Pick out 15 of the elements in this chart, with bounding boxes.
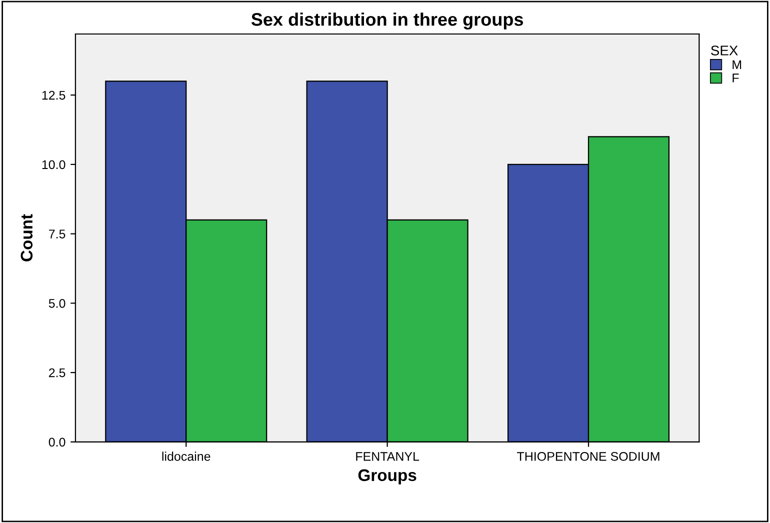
legend-title: SEX [711, 46, 738, 56]
x-tick-label: lidocaine [162, 452, 210, 461]
legend-label: M [732, 60, 742, 69]
y-tick-label: 10.0 [42, 160, 66, 170]
y-tick-label: 2.5 [48, 368, 66, 378]
y-axis-title: Count [20, 214, 33, 262]
y-tick-label: 12.5 [42, 90, 66, 100]
y-tick-label: 5.0 [48, 298, 66, 308]
x-tick-label: FENTANYL [356, 452, 420, 461]
y-tick-label: 0.0 [48, 438, 66, 447]
x-tick-label: THIOPENTONE SODIUM [517, 452, 660, 461]
legend-label: F [732, 74, 739, 82]
x-axis-title: Groups [358, 469, 416, 484]
chart-title: Sex distribution in three groups [251, 12, 524, 30]
y-tick-label: 7.5 [49, 230, 66, 238]
